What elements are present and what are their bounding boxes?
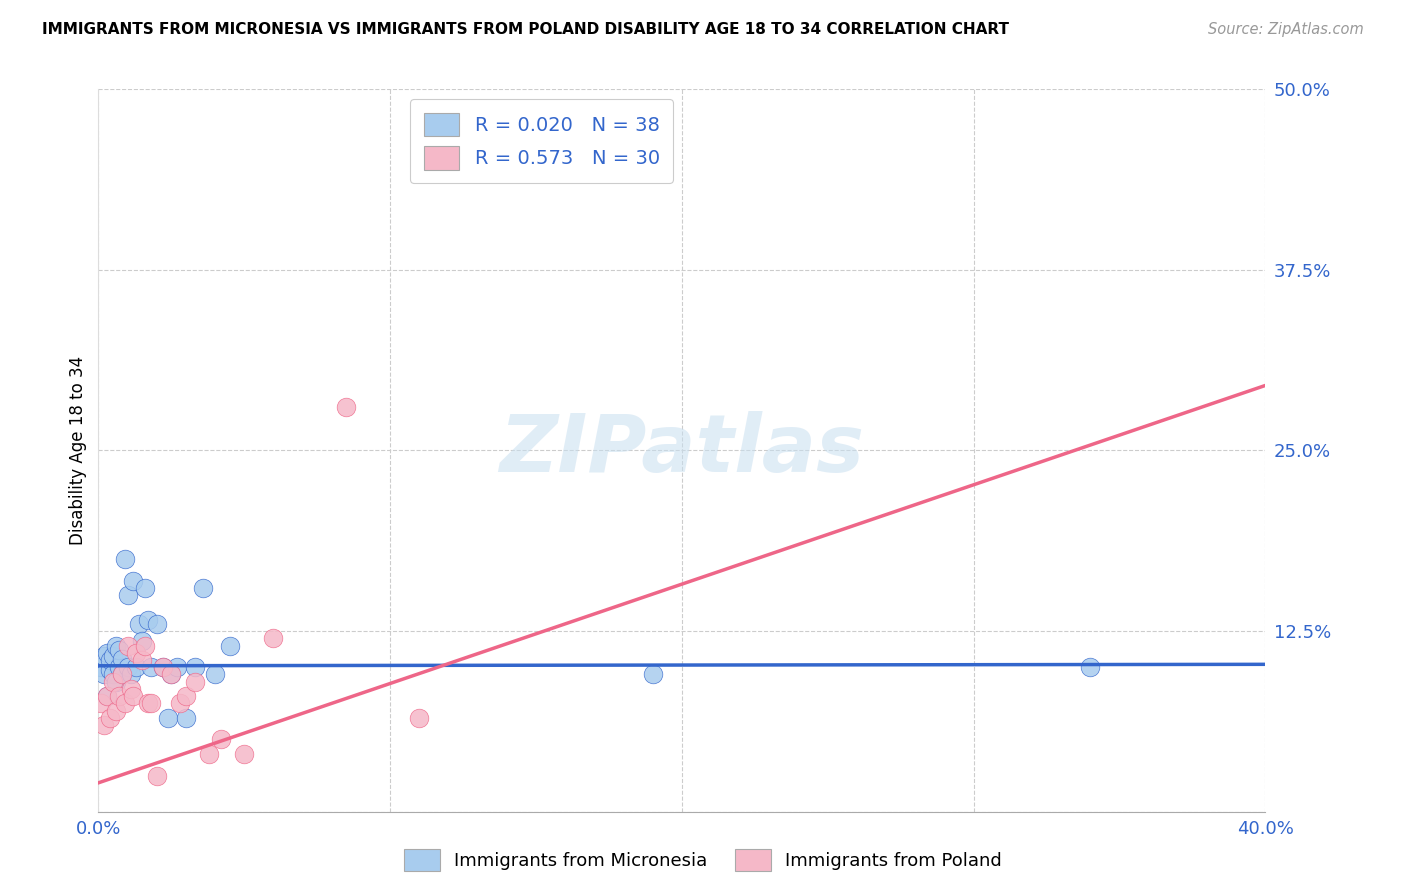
- Point: [117, 588, 139, 602]
- Point: [233, 747, 256, 761]
- Point: [120, 667, 142, 681]
- Point: [136, 696, 159, 710]
- Point: [1021, 68, 1043, 82]
- Point: [96, 689, 118, 703]
- Point: [146, 769, 169, 783]
- Point: [209, 732, 232, 747]
- Point: [98, 653, 121, 667]
- Point: [111, 667, 134, 681]
- Point: [122, 574, 145, 588]
- Point: [98, 711, 121, 725]
- Point: [120, 681, 142, 696]
- Point: [104, 639, 127, 653]
- Point: [125, 646, 148, 660]
- Point: [108, 689, 131, 703]
- Point: [160, 667, 183, 681]
- Point: [117, 660, 139, 674]
- Point: [204, 667, 226, 681]
- Point: [104, 704, 127, 718]
- Point: [114, 696, 136, 710]
- Point: [93, 648, 115, 663]
- Legend: Immigrants from Micronesia, Immigrants from Poland: Immigrants from Micronesia, Immigrants f…: [396, 842, 1010, 879]
- Legend: R = 0.020   N = 38, R = 0.573   N = 30: R = 0.020 N = 38, R = 0.573 N = 30: [411, 99, 673, 184]
- Point: [93, 667, 115, 681]
- Point: [117, 639, 139, 653]
- Point: [98, 663, 121, 677]
- Point: [101, 667, 124, 681]
- Text: ZIPatlas: ZIPatlas: [499, 411, 865, 490]
- Point: [139, 696, 162, 710]
- Point: [183, 674, 205, 689]
- Point: [335, 400, 357, 414]
- Point: [169, 696, 191, 710]
- Point: [90, 696, 112, 710]
- Point: [160, 667, 183, 681]
- Point: [96, 689, 118, 703]
- Point: [101, 648, 124, 663]
- Point: [114, 551, 136, 566]
- Point: [262, 632, 284, 646]
- Point: [174, 711, 197, 725]
- Point: [152, 660, 174, 674]
- Point: [111, 651, 134, 665]
- Point: [408, 711, 430, 725]
- Point: [134, 581, 156, 595]
- Point: [193, 581, 215, 595]
- Point: [174, 689, 197, 703]
- Point: [96, 646, 118, 660]
- Point: [111, 667, 134, 681]
- Point: [152, 660, 174, 674]
- Point: [104, 674, 127, 689]
- Point: [157, 711, 180, 725]
- Point: [93, 718, 115, 732]
- Point: [183, 660, 205, 674]
- Point: [108, 660, 131, 674]
- Point: [134, 639, 156, 653]
- Point: [198, 747, 221, 761]
- Text: IMMIGRANTS FROM MICRONESIA VS IMMIGRANTS FROM POLAND DISABILITY AGE 18 TO 34 COR: IMMIGRANTS FROM MICRONESIA VS IMMIGRANTS…: [42, 22, 1010, 37]
- Point: [108, 643, 131, 657]
- Point: [1080, 660, 1102, 674]
- Point: [131, 634, 153, 648]
- Point: [218, 639, 240, 653]
- Y-axis label: Disability Age 18 to 34: Disability Age 18 to 34: [69, 356, 87, 545]
- Point: [125, 660, 148, 674]
- Point: [128, 616, 150, 631]
- Point: [139, 660, 162, 674]
- Point: [166, 660, 188, 674]
- Point: [641, 667, 664, 681]
- Point: [122, 689, 145, 703]
- Text: Source: ZipAtlas.com: Source: ZipAtlas.com: [1208, 22, 1364, 37]
- Point: [101, 674, 124, 689]
- Point: [131, 653, 153, 667]
- Point: [136, 613, 159, 627]
- Point: [146, 616, 169, 631]
- Point: [90, 660, 112, 674]
